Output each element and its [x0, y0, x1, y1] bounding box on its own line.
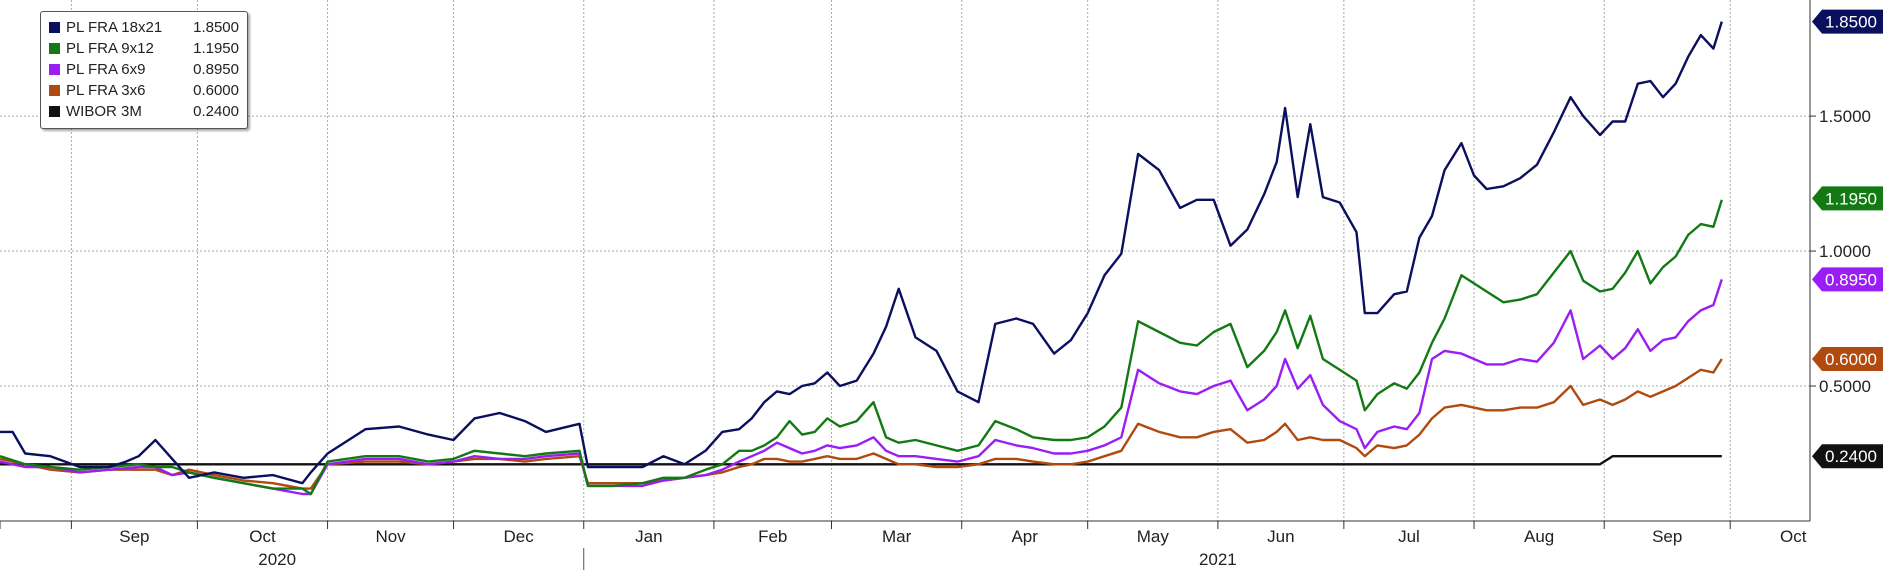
legend-series-value: 0.6000 [193, 82, 239, 99]
x-tick-label: Jul [1398, 527, 1420, 546]
x-tick-label: Sep [1652, 527, 1682, 546]
legend-series-name: PL FRA 9x12 [66, 40, 154, 57]
last-value-tag-text: 0.2400 [1825, 447, 1877, 466]
legend-swatch [49, 64, 60, 75]
legend-series-name: PL FRA 3x6 [66, 82, 146, 99]
x-tick-label: Nov [375, 527, 406, 546]
series-line-wibor-3m [0, 455, 1722, 466]
x-tick-label: Mar [882, 527, 912, 546]
legend-entry: PL FRA 6x9 0.8950 [49, 59, 239, 80]
x-tick-label: Feb [758, 527, 787, 546]
legend-series-value: 1.1950 [193, 40, 239, 57]
last-value-tag-bg [1812, 186, 1883, 211]
legend-series-name: WIBOR 3M [66, 103, 142, 120]
last-value-tag: 0.8950 [1812, 267, 1883, 292]
last-value-tag-text: 0.8950 [1825, 270, 1877, 289]
last-value-tag-text: 1.1950 [1825, 189, 1877, 208]
x-tick-label: May [1137, 527, 1170, 546]
x-tick-label: Apr [1011, 527, 1038, 546]
year-label: 2021 [1199, 550, 1237, 569]
legend-swatch [49, 43, 60, 54]
last-value-tag: 1.8500 [1812, 9, 1883, 34]
last-value-tag-bg [1812, 347, 1883, 372]
x-tick-label: Aug [1524, 527, 1554, 546]
last-value-tag-bg [1812, 444, 1883, 469]
series-lines [0, 21, 1723, 496]
year-label: 2020 [258, 550, 296, 569]
x-tick-label: Oct [249, 527, 276, 546]
legend-series-value: 1.8500 [193, 19, 239, 36]
last-value-tag: 1.1950 [1812, 186, 1883, 211]
legend: PL FRA 18x21 1.8500 PL FRA 9x12 1.1950 P… [40, 11, 248, 129]
last-value-tag: 0.6000 [1812, 347, 1883, 372]
series-line-pl-fra-6x9 [0, 279, 1723, 496]
series-line-pl-fra-3x6 [0, 358, 1723, 490]
x-tick-label: Jun [1267, 527, 1294, 546]
legend-swatch [49, 85, 60, 96]
x-tick-label: Jan [635, 527, 662, 546]
last-value-tag: 0.2400 [1812, 444, 1883, 469]
legend-series-name: PL FRA 18x21 [66, 19, 163, 36]
last-value-tag-bg [1812, 9, 1883, 34]
legend-series-name: PL FRA 6x9 [66, 61, 146, 78]
legend-entry: WIBOR 3M 0.2400 [49, 101, 239, 122]
legend-entry: PL FRA 18x21 1.8500 [49, 17, 239, 38]
x-tick-label: Oct [1780, 527, 1807, 546]
series-line-pl-fra-9x12 [0, 199, 1723, 496]
y-tick-label: 0.5000 [1819, 377, 1871, 396]
last-value-tag-bg [1812, 267, 1883, 292]
last-value-tag-text: 0.6000 [1825, 350, 1877, 369]
y-tick-label: 1.0000 [1819, 242, 1871, 261]
grid [0, 0, 1810, 521]
last-value-labels: 1.8500 1.1950 0.8950 0.6000 0.2400 [1812, 9, 1883, 469]
legend-swatch [49, 106, 60, 117]
x-tick-label: Sep [119, 527, 149, 546]
y-tick-label: 1.5000 [1819, 107, 1871, 126]
series-line-pl-fra-18x21 [0, 21, 1723, 485]
legend-series-value: 0.2400 [193, 103, 239, 120]
legend-entry: PL FRA 3x6 0.6000 [49, 80, 239, 101]
last-value-tag-text: 1.8500 [1825, 13, 1877, 32]
legend-entry: PL FRA 9x12 1.1950 [49, 38, 239, 59]
legend-series-value: 0.8950 [193, 61, 239, 78]
x-tick-label: Dec [504, 527, 535, 546]
legend-swatch [49, 22, 60, 33]
